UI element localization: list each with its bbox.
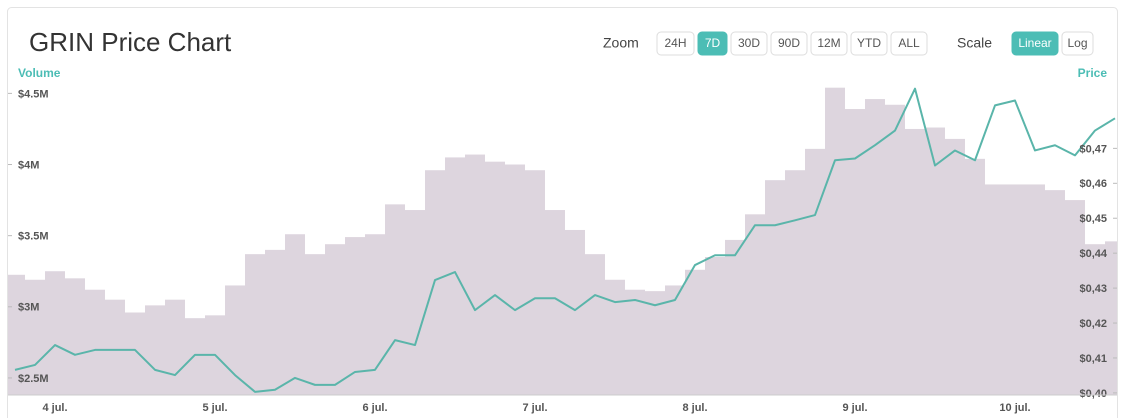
x-tick-label: 10 jul. <box>999 402 1030 414</box>
button[interactable] <box>810 31 848 56</box>
y-tick-label: $2.5M <box>18 373 49 385</box>
volume-bar <box>105 299 125 395</box>
button[interactable] <box>770 31 808 56</box>
button-label[interactable]: 12M <box>817 36 840 50</box>
volume-bar <box>825 87 845 395</box>
volume-bar <box>665 285 685 395</box>
volume-bar <box>585 254 605 395</box>
volume-bar <box>265 249 285 395</box>
volume-bar <box>645 291 665 395</box>
volume-bar <box>45 271 65 395</box>
volume-bar <box>845 109 865 396</box>
button[interactable] <box>697 31 728 56</box>
volume-bar <box>905 128 925 395</box>
volume-bar <box>685 269 705 395</box>
volume-bar <box>145 305 165 395</box>
volume-bar <box>765 180 785 395</box>
volume-bar <box>525 170 545 395</box>
volume-bar <box>965 158 985 395</box>
volume-bar <box>505 164 525 395</box>
y2-axis-title: Price <box>1078 66 1108 80</box>
volume-bar <box>1025 184 1045 395</box>
volume-bar <box>1065 200 1085 395</box>
volume-bar <box>365 234 385 395</box>
volume-bar <box>705 256 725 395</box>
volume-bar <box>185 318 205 395</box>
x-tick-label: 6 jul. <box>362 402 387 414</box>
y2-tick-label: $0,40 <box>1079 388 1107 400</box>
volume-bar <box>165 299 185 395</box>
volume-bar <box>625 289 645 395</box>
y2-tick-label: $0,45 <box>1079 213 1107 225</box>
price-line <box>14 87 1116 393</box>
volume-bar <box>8 274 25 395</box>
button[interactable] <box>890 31 928 56</box>
volume-bar <box>125 312 145 395</box>
x-tick-label: 8 jul. <box>682 402 707 414</box>
volume-bar <box>805 148 825 395</box>
button-label[interactable]: Linear <box>1018 36 1051 50</box>
button-label[interactable]: 30D <box>738 36 760 50</box>
y2-tick-label: $0,47 <box>1079 143 1107 155</box>
volume-bar <box>65 278 85 395</box>
volume-bar <box>725 239 745 395</box>
y-tick-label: $3M <box>18 302 39 314</box>
volume-bar <box>1005 184 1025 395</box>
y2-tick-label: $0,46 <box>1079 178 1107 190</box>
zoom-label: Zoom <box>603 35 639 51</box>
volume-bar <box>565 229 585 395</box>
button[interactable] <box>1011 31 1059 56</box>
volume-bar <box>345 237 365 395</box>
button-label[interactable]: YTD <box>857 36 881 50</box>
volume-bar <box>865 99 885 395</box>
button-label[interactable]: 24H <box>664 36 686 50</box>
volume-bar <box>545 210 565 395</box>
volume-bar <box>285 234 305 395</box>
y-tick-label: $4.5M <box>18 88 49 100</box>
button-label[interactable]: ALL <box>898 36 920 50</box>
button[interactable] <box>656 31 695 56</box>
volume-bar <box>1045 190 1065 395</box>
x-tick-label: 9 jul. <box>842 402 867 414</box>
volume-bar <box>465 154 485 395</box>
chart-title: GRIN Price Chart <box>29 27 232 57</box>
y2-tick-label: $0,43 <box>1079 283 1107 295</box>
button-label[interactable]: Log <box>1067 36 1087 50</box>
button-label[interactable]: 90D <box>778 36 800 50</box>
y2-tick-label: $0,42 <box>1079 318 1107 330</box>
volume-bar <box>945 138 965 395</box>
volume-bar <box>245 254 265 395</box>
x-tick-label: 7 jul. <box>522 402 547 414</box>
volume-bar <box>1105 241 1117 395</box>
volume-bar <box>785 170 805 395</box>
y2-tick-label: $0,41 <box>1079 353 1107 365</box>
y-tick-label: $4M <box>18 159 39 171</box>
volume-bar <box>225 285 245 395</box>
x-tick-label: 4 jul. <box>42 402 67 414</box>
volume-bar <box>485 161 505 395</box>
volume-bar <box>445 157 465 395</box>
y-axis-title: Volume <box>18 66 61 80</box>
volume-bar <box>325 244 345 395</box>
scale-label: Scale <box>957 35 992 51</box>
volume-bar <box>85 289 105 395</box>
volume-bar <box>985 184 1005 395</box>
button[interactable] <box>730 31 768 56</box>
button[interactable] <box>1061 31 1094 56</box>
volume-bar <box>405 210 425 395</box>
volume-bar <box>385 204 405 395</box>
volume-bar <box>885 104 905 395</box>
volume-bar <box>1085 244 1105 395</box>
volume-bar <box>925 127 945 395</box>
y2-tick-label: $0,44 <box>1079 248 1107 260</box>
volume-bar <box>305 254 325 395</box>
button[interactable] <box>850 31 888 56</box>
volume-bar <box>745 214 765 395</box>
x-tick-label: 5 jul. <box>202 402 227 414</box>
button-label[interactable]: 7D <box>705 36 721 50</box>
y-tick-label: $3.5M <box>18 231 49 243</box>
volume-bar <box>605 279 625 395</box>
